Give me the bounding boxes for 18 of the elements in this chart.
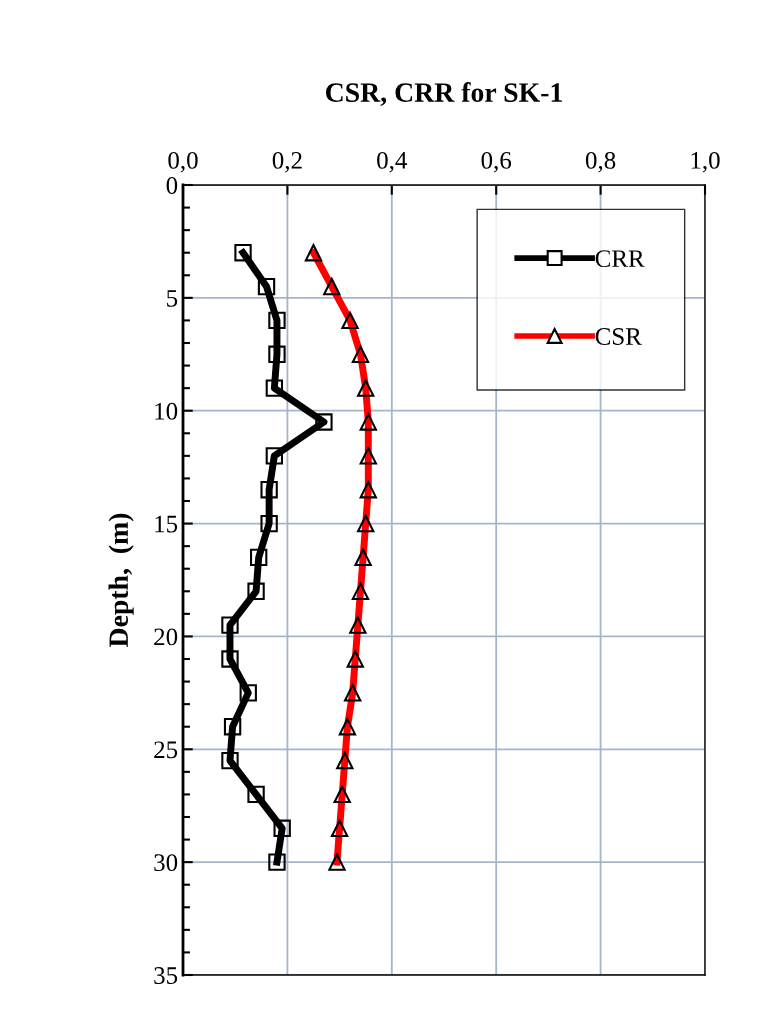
y-tick-label: 15 [155,515,178,533]
x-tick-label: 0,4 [377,151,408,173]
legend-label: CRR [595,250,645,268]
y-tick-label: 20 [154,628,178,646]
x-tick-label: 0,0 [168,151,198,173]
x-tick-label: 0,8 [585,151,616,173]
y-tick-label: 10 [155,402,178,420]
legend-label: CSR [595,328,642,345]
y-tick-label: 5 [167,290,178,307]
y-tick-label: 25 [154,741,178,759]
y-tick-label: 30 [154,854,178,872]
x-tick-label: 0,6 [481,151,512,173]
x-tick-label: 1,0 [691,151,720,173]
chart-title: CSR, CRR for SK-1 [326,82,562,106]
y-tick-label: 35 [154,967,178,984]
x-tick-label: 0,2 [272,151,302,173]
y-axis-title: Depth, (m) [108,513,134,648]
y-tick-label: 0 [166,177,178,194]
